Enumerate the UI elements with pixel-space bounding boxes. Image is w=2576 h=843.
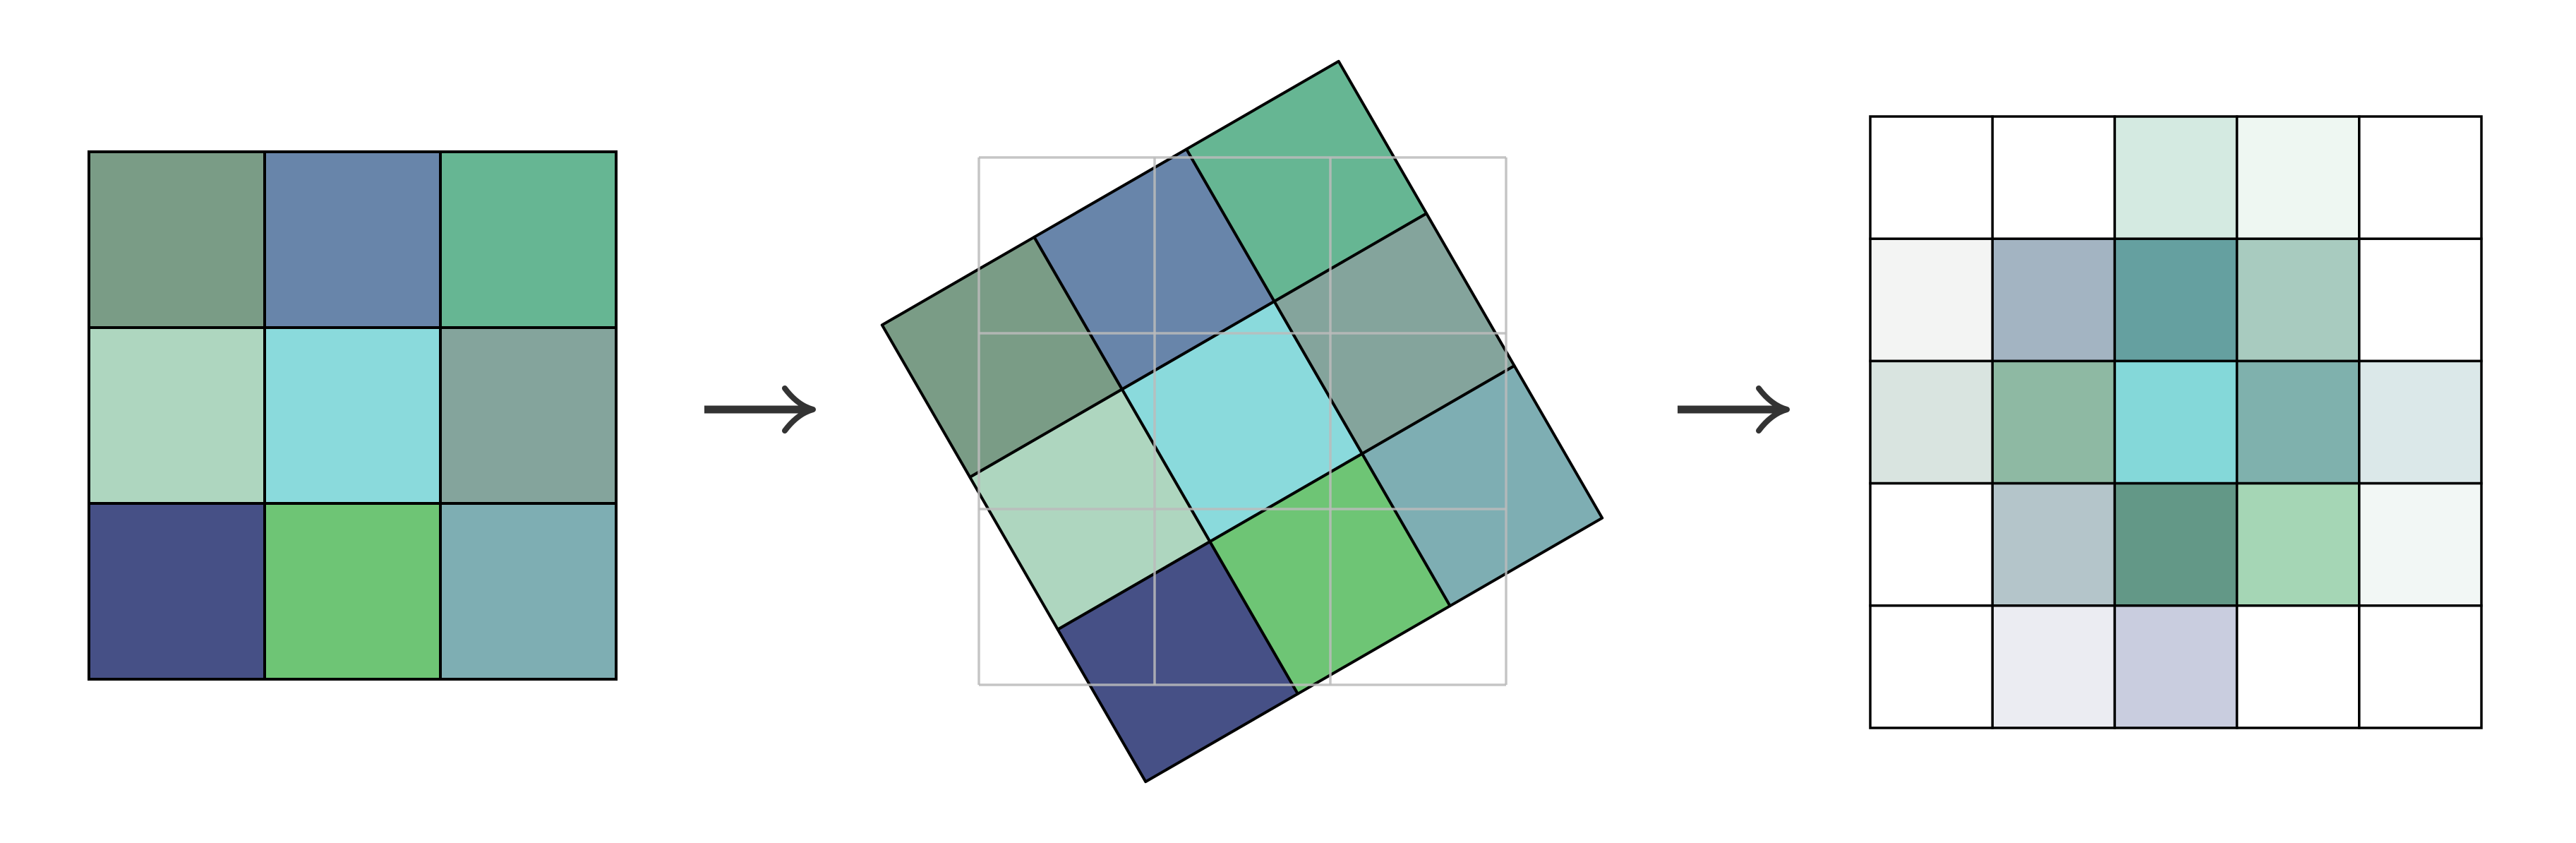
result-cell — [2358, 115, 2483, 240]
rotated-grid — [880, 59, 1604, 784]
result-cell — [2113, 604, 2239, 729]
result-cell — [2113, 115, 2239, 240]
result-cell — [1991, 237, 2117, 363]
result-cell — [2113, 237, 2239, 363]
result-cell — [1869, 359, 1994, 485]
reference-grid — [977, 156, 1507, 686]
result-cell — [2358, 237, 2483, 363]
result-cell — [1991, 604, 2117, 729]
arrow-head — [1756, 385, 1790, 434]
result-cell — [1869, 115, 1994, 240]
result-cell — [1991, 482, 2117, 607]
right-arrow-icon — [704, 385, 816, 434]
result-grid — [1869, 115, 2483, 729]
source-cell — [88, 150, 266, 329]
result-cell — [2235, 482, 2361, 607]
result-cell — [2113, 359, 2239, 485]
result-cell — [2358, 604, 2483, 729]
result-cell — [2235, 359, 2361, 485]
source-grid — [88, 150, 618, 681]
source-cell — [88, 326, 266, 505]
result-cell — [2235, 115, 2361, 240]
result-cell — [1991, 359, 2117, 485]
source-cell — [263, 326, 442, 505]
arrow-head — [782, 385, 816, 434]
result-cell — [2235, 604, 2361, 729]
result-cell — [2358, 482, 2483, 607]
source-cell — [88, 502, 266, 681]
result-cell — [1869, 237, 1994, 363]
result-cell — [2358, 359, 2483, 485]
source-cell — [439, 326, 618, 505]
result-cell — [2235, 237, 2361, 363]
source-cell — [439, 150, 618, 329]
rotated-cell — [1361, 364, 1604, 608]
source-cell — [263, 150, 442, 329]
source-cell — [439, 502, 618, 681]
right-arrow-icon — [1678, 385, 1790, 434]
result-cell — [2113, 482, 2239, 607]
result-cell — [1869, 604, 1994, 729]
result-cell — [1869, 482, 1994, 607]
result-cell — [1991, 115, 2117, 240]
source-cell — [263, 502, 442, 681]
